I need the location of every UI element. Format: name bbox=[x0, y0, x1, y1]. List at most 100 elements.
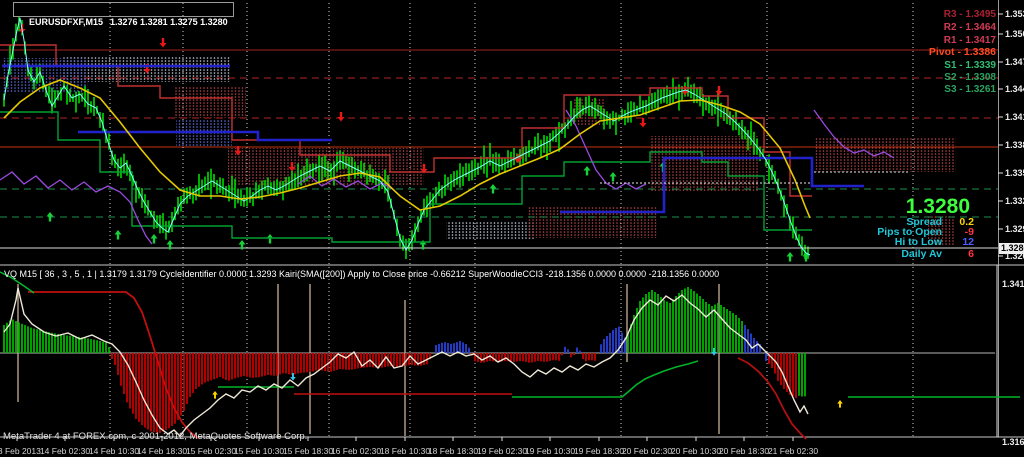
price-scale-label: 1.3475 bbox=[1005, 57, 1024, 67]
time-axis-label: 18 Feb 18:30 bbox=[427, 446, 479, 456]
candles bbox=[3, 16, 809, 259]
buy-arrow-icon bbox=[786, 252, 794, 262]
pivot-label-r1: R1 - 1.3417 bbox=[943, 35, 996, 46]
current-price-tag: 1.3280 bbox=[999, 243, 1024, 254]
indicator-subwindow-layer bbox=[0, 264, 1024, 441]
buy-arrow-icon bbox=[114, 230, 122, 240]
info-label: Daily Av bbox=[901, 248, 942, 260]
purple-indicator-line bbox=[813, 109, 895, 159]
time-axis-label: 18 Feb 10:30 bbox=[379, 446, 431, 456]
time-axis-label: 19 Feb 02:30 bbox=[476, 446, 528, 456]
green-channel-line bbox=[0, 111, 812, 243]
time-axis-label: 21 Feb 02:30 bbox=[767, 446, 819, 456]
cloud-region bbox=[446, 222, 534, 240]
pivot-label-s3: S3 - 1.3261 bbox=[944, 84, 996, 95]
pivot-label-s2: S2 - 1.3308 bbox=[944, 72, 996, 83]
time-axis-label: 19 Feb 18:30 bbox=[573, 446, 625, 456]
sell-arrow-icon bbox=[290, 373, 296, 381]
info-value: 12 bbox=[962, 236, 974, 248]
indicator-header: VQ M15 [ 36 , 3 , 5 , 1 | 1.3179 1.3179 … bbox=[4, 269, 720, 279]
info-row-spread: Spread 0.2 bbox=[906, 217, 974, 228]
ohlc-values: 1.3276 1.3281 1.3275 1.3280 bbox=[110, 17, 228, 27]
info-row-daily-av: Daily Av 6 bbox=[901, 249, 974, 260]
subwindow-scale-max: 1.341 bbox=[1002, 279, 1024, 289]
buy-arrow-icon bbox=[266, 234, 274, 244]
signal-red-curve bbox=[737, 357, 807, 440]
buy-arrow-icon bbox=[166, 240, 174, 250]
price-scale-label: 1.3355 bbox=[1005, 168, 1024, 178]
fast-price-line bbox=[3, 17, 811, 256]
info-value: -9 bbox=[964, 226, 974, 238]
sell-arrow-icon bbox=[288, 162, 296, 172]
blue-trend-line bbox=[78, 130, 332, 142]
buy-arrow-icon bbox=[46, 212, 54, 222]
sell-arrow-icon bbox=[159, 38, 167, 48]
red-channel-line bbox=[0, 44, 812, 197]
time-axis-label: 14 Feb 10:30 bbox=[88, 446, 140, 456]
chart-title-box[interactable]: EURUSDFXF,M15 1.3276 1.3281 1.3275 1.3280 bbox=[13, 2, 234, 27]
price-scale-label: 1.3385 bbox=[1005, 140, 1024, 150]
time-axis-label: 14 Feb 18:30 bbox=[136, 446, 188, 456]
info-row-hi-to-low: Hi to Low 12 bbox=[895, 237, 974, 248]
time-axis-label: 19 Feb 10:30 bbox=[524, 446, 576, 456]
pivot-label-r3: R3 - 1.3495 bbox=[943, 9, 996, 20]
info-label: Hi to Low bbox=[894, 236, 942, 248]
price-scale-label: 1.3415 bbox=[1005, 112, 1024, 122]
pivot-label-s1: S1 - 1.3339 bbox=[944, 60, 996, 71]
time-axis-label: 15 Feb 18:30 bbox=[282, 446, 334, 456]
time-axis-label: 20 Feb 02:30 bbox=[621, 446, 673, 456]
sell-arrow-icon bbox=[715, 86, 723, 96]
sell-arrow-icon bbox=[514, 154, 522, 164]
platform-watermark: MetaTrader 4 at FOREX.com, c 2001-2012, … bbox=[3, 431, 308, 442]
price-scale-label: 1.3445 bbox=[1005, 84, 1024, 94]
time-axis-label: 14 Feb 02:30 bbox=[39, 446, 91, 456]
time-axis-label: 15 Feb 10:30 bbox=[233, 446, 285, 456]
green-streak bbox=[0, 271, 35, 294]
time-axis-label: 13 Feb 2013 bbox=[0, 446, 41, 456]
info-label: Pips to Open bbox=[877, 226, 942, 238]
info-label: Spread bbox=[906, 216, 942, 228]
price-scale-label: 1.3505 bbox=[1005, 29, 1024, 39]
cloud-region bbox=[174, 86, 246, 118]
buy-arrow-icon bbox=[837, 400, 843, 408]
blue-trend-line bbox=[560, 156, 864, 214]
purple-indicator-line bbox=[0, 171, 153, 245]
buy-arrow-icon bbox=[212, 391, 218, 399]
sell-arrow-icon bbox=[711, 348, 717, 356]
price-scale-label: 1.3325 bbox=[1005, 196, 1024, 206]
buy-arrow-icon bbox=[609, 172, 617, 182]
cloud-region bbox=[928, 216, 954, 246]
pivot-label-pivot: Pivot - 1.3386 bbox=[928, 46, 996, 58]
info-value: 6 bbox=[968, 248, 974, 260]
time-axis-label: 16 Feb 02:30 bbox=[330, 446, 382, 456]
cloud-region bbox=[650, 136, 758, 192]
sell-arrow-icon bbox=[639, 118, 647, 128]
subwindow-scale-min: 1.3168 bbox=[1002, 437, 1024, 447]
purple-indicator-line bbox=[297, 175, 395, 191]
sell-arrow-icon bbox=[143, 64, 151, 74]
big-price-readout: 1.3280 bbox=[905, 195, 970, 218]
buy-arrow-icon bbox=[489, 184, 497, 194]
sell-arrow-icon bbox=[420, 164, 428, 174]
time-axis-label: 15 Feb 02:30 bbox=[185, 446, 237, 456]
pivot-label-r2: R2 - 1.3464 bbox=[943, 22, 996, 33]
sell-arrow-icon bbox=[337, 112, 345, 122]
buy-arrow-icon bbox=[583, 166, 591, 176]
buy-arrow-icon bbox=[238, 240, 246, 250]
yellow-ma-line bbox=[3, 79, 811, 219]
symbol-period-label: EURUSDFXF,M15 bbox=[29, 17, 104, 27]
price-scale-label: 1.3535 bbox=[1005, 9, 1024, 19]
buy-arrow-icon bbox=[150, 234, 158, 244]
sell-arrow-icon bbox=[234, 146, 242, 156]
price-scale-label: 1.3265 bbox=[1005, 251, 1024, 261]
info-row-pips-to-open: Pips to Open -9 bbox=[877, 227, 974, 238]
price-scale-label: 1.3295 bbox=[1005, 224, 1024, 234]
time-axis-label: 20 Feb 10:30 bbox=[670, 446, 722, 456]
kairi-white-line bbox=[3, 287, 809, 438]
signal-red-curve bbox=[28, 291, 199, 439]
info-value: 0.2 bbox=[959, 216, 974, 228]
stop-line-green bbox=[512, 360, 699, 398]
time-axis-label: 20 Feb 18:30 bbox=[718, 446, 770, 456]
